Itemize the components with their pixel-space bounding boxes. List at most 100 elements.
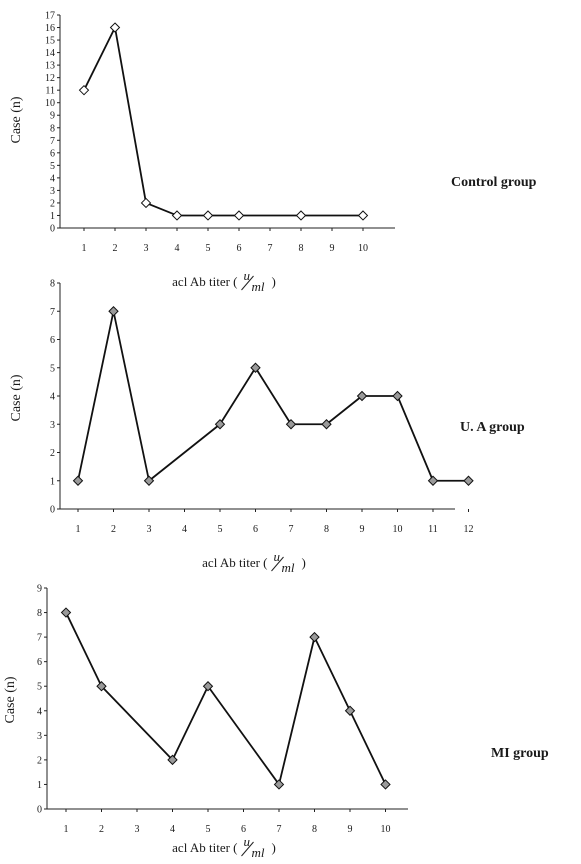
x-tick-label: 1	[64, 824, 69, 835]
data-point	[273, 779, 285, 790]
y-tick-label: 4	[50, 392, 55, 403]
x-tick-label: 6	[241, 824, 246, 835]
y-tick-label: 6	[50, 335, 55, 346]
y-tick-label: 1	[50, 476, 55, 487]
y-tick-label: 5	[50, 363, 55, 374]
chart-3: 0 1 2 3 4 5 6 7 8 9 1 2 3 4 5 6 7 8 9 10 Case (n) acl Ab tite…	[3, 584, 549, 861]
data-point	[285, 419, 297, 430]
x-tick-label: 10	[358, 243, 368, 254]
x-axis-label-fraction-slash	[241, 275, 254, 291]
group-label: MI group	[491, 746, 549, 761]
y-tick-label: 11	[45, 86, 55, 97]
data-point	[96, 681, 107, 692]
y-tick-label: 2	[50, 448, 55, 459]
y-tick-label: 14	[45, 48, 55, 59]
y-tick-label: 16	[45, 23, 55, 34]
data-point	[344, 705, 356, 716]
data-point	[295, 210, 307, 221]
x-tick-label: 5	[206, 243, 211, 254]
data-point	[380, 779, 391, 790]
x-tick-label: 8	[312, 824, 317, 835]
data-point	[427, 475, 439, 486]
x-tick-label: 3	[147, 524, 152, 535]
data-point	[108, 306, 119, 317]
x-tick-label: 2	[113, 243, 118, 254]
data-point	[357, 210, 369, 221]
y-axis-label: Case (n)	[9, 374, 24, 421]
x-axis-label-unit-numerator: u	[244, 268, 251, 283]
x-axis-label-text: acl Ab titer (	[172, 274, 237, 289]
x-tick-label: 4	[170, 824, 175, 835]
y-tick-label: 8	[50, 123, 55, 134]
y-tick-label: 3	[50, 186, 55, 197]
group-label: U. A group	[460, 420, 525, 435]
y-tick-label: 5	[37, 682, 42, 693]
x-tick-label: 2	[99, 824, 104, 835]
y-tick-label: 13	[45, 61, 55, 72]
x-tick-label: 1	[76, 524, 81, 535]
y-tick-label: 5	[50, 161, 55, 172]
y-tick-label: 17	[45, 11, 55, 22]
x-axis-label-close: )	[302, 555, 306, 570]
x-tick-label: 3	[135, 824, 140, 835]
series-line	[77, 310, 469, 482]
x-tick-label: 7	[268, 243, 273, 254]
x-axis-label-text: acl Ab titer (	[172, 840, 237, 855]
x-axis-label: acl Ab titer (uml)	[172, 834, 276, 860]
y-tick-label: 2	[50, 198, 55, 209]
y-tick-label: 4	[50, 173, 55, 184]
x-axis-label-close: )	[272, 274, 276, 289]
x-tick-label: 10	[381, 824, 391, 835]
y-tick-label: 7	[50, 136, 55, 147]
x-tick-label: 10	[393, 524, 403, 535]
data-point	[202, 210, 214, 221]
data-point	[167, 754, 178, 766]
x-axis-label-text: acl Ab titer (	[202, 555, 267, 570]
y-tick-label: 10	[45, 98, 55, 109]
y-tick-label: 2	[37, 755, 42, 766]
x-axis-label-fraction-slash	[271, 556, 284, 572]
y-tick-label: 12	[45, 73, 55, 84]
x-tick-label: 9	[348, 824, 353, 835]
group-label: Control group	[451, 175, 537, 190]
y-tick-label: 4	[37, 706, 42, 717]
series-line	[83, 26, 363, 217]
x-tick-label: 9	[330, 243, 335, 254]
x-tick-label: 7	[289, 524, 294, 535]
y-axis-label: Case (n)	[9, 96, 24, 143]
y-tick-label: 9	[50, 111, 55, 122]
data-point	[60, 607, 72, 618]
data-point	[214, 419, 226, 430]
y-tick-label: 8	[37, 608, 42, 619]
y-tick-label: 0	[37, 805, 42, 816]
x-tick-label: 12	[464, 524, 474, 535]
data-point	[202, 681, 214, 692]
x-tick-label: 1	[82, 243, 87, 254]
y-tick-label: 6	[50, 148, 55, 159]
data-point	[321, 419, 332, 430]
data-point	[140, 197, 152, 209]
data-point	[171, 210, 183, 221]
x-tick-label: 5	[206, 824, 211, 835]
y-tick-label: 3	[37, 731, 42, 742]
x-tick-label: 4	[175, 243, 180, 254]
x-tick-label: 9	[360, 524, 365, 535]
x-tick-label: 8	[324, 524, 329, 535]
series-line	[65, 612, 387, 786]
y-tick-label: 6	[37, 657, 42, 668]
y-tick-label: 0	[50, 505, 55, 516]
data-point	[309, 631, 320, 643]
data-point	[250, 362, 261, 373]
x-axis-label-close: )	[272, 840, 276, 855]
y-axis-label: Case (n)	[3, 676, 18, 723]
data-point	[233, 210, 245, 221]
y-tick-label: 15	[45, 36, 55, 47]
data-point	[109, 22, 121, 33]
x-tick-label: 8	[299, 243, 304, 254]
x-axis-label-unit-numerator: u	[244, 834, 251, 849]
x-axis-label-unit-numerator: u	[274, 549, 281, 564]
x-tick-label: 2	[111, 524, 116, 535]
